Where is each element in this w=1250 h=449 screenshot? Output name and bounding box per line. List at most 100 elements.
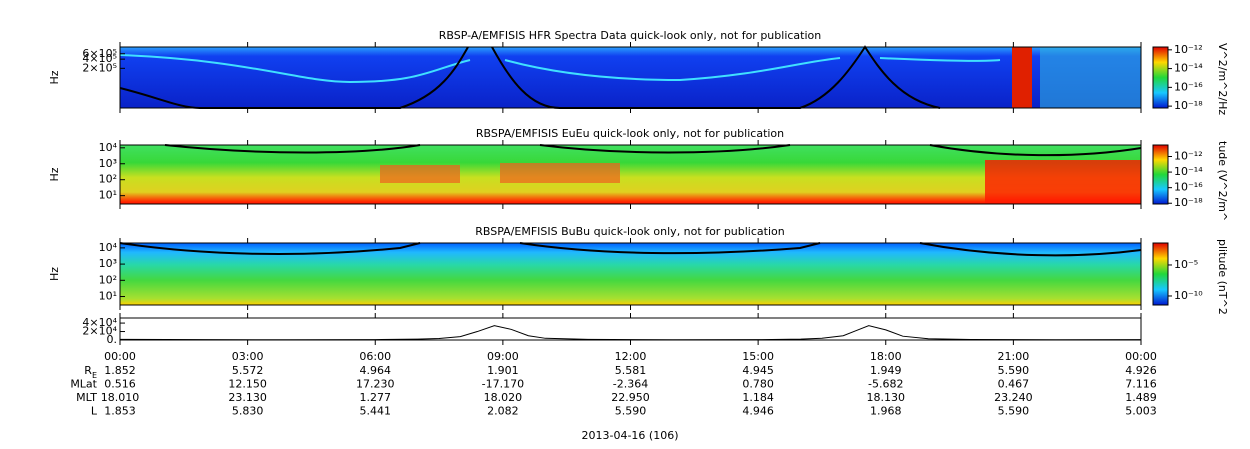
- ephemeris-value: 1.277: [360, 391, 392, 404]
- y-tick-label: 2×10⁴: [82, 325, 117, 338]
- ephemeris-value: 1.184: [742, 391, 774, 404]
- ephemeris-value: 4.946: [742, 405, 774, 418]
- x-tick-label: 18:00: [870, 350, 902, 363]
- x-axis-label: 2013-04-16 (106): [581, 429, 678, 442]
- x-tick-label: 06:00: [359, 350, 391, 363]
- spectrogram-feature: [119, 54, 1001, 84]
- ephemeris-value: 23.130: [228, 391, 267, 404]
- ephemeris-label-sub: E: [92, 371, 97, 380]
- x-tick-label: 00:00: [104, 350, 136, 363]
- spectrogram-feature: [500, 163, 620, 183]
- plasma-line: [119, 242, 1142, 257]
- y-tick-label: 10⁴: [99, 241, 118, 254]
- colorbar-label: tude (V^2/m^: [1216, 141, 1229, 221]
- y-axis-label: Hz: [48, 267, 61, 281]
- ephemeris-value: 22.950: [611, 391, 650, 404]
- ephemeris-value: 1.853: [104, 405, 136, 418]
- ephemeris-value: 1.852: [104, 364, 136, 377]
- panel-frame: [119, 317, 1142, 341]
- x-tick-label: 03:00: [232, 350, 264, 363]
- panel-title: RBSPA/EMFISIS BuBu quick-look only, not …: [475, 225, 785, 238]
- y-tick-label: 10³: [99, 257, 117, 270]
- colorbar-tick-label: 10⁻¹²: [1174, 150, 1203, 163]
- colorbar-tick-label: 10⁻¹⁰: [1174, 289, 1203, 302]
- orbit-line: [119, 325, 1142, 341]
- ephemeris-value: 7.116: [1125, 378, 1157, 391]
- spectrogram-image: [120, 47, 1141, 108]
- ephemeris-value: 0.467: [998, 378, 1030, 391]
- colorbar-label: plitude (nT^2: [1216, 239, 1229, 315]
- colorbar-frame: [1152, 242, 1169, 306]
- spectrogram-feature: [380, 165, 460, 183]
- ephemeris-value: 5.581: [615, 364, 647, 377]
- ephemeris-value: 18.130: [867, 391, 906, 404]
- ephemeris-value: 18.010: [101, 391, 140, 404]
- y-tick-label: 0.: [107, 333, 118, 346]
- colorbar: [1153, 47, 1168, 108]
- ephemeris-value: 17.230: [356, 378, 395, 391]
- x-tick-label: 09:00: [487, 350, 519, 363]
- y-tick-label: 4×10⁵: [82, 52, 117, 65]
- ephemeris-value: 1.901: [487, 364, 519, 377]
- ephemeris-value: 1.968: [870, 405, 902, 418]
- y-tick-label: 10¹: [99, 290, 117, 303]
- ephemeris-value: 5.572: [232, 364, 264, 377]
- x-tick-label: 21:00: [998, 350, 1030, 363]
- panel-title: RBSP-A/EMFISIS HFR Spectra Data quick-lo…: [439, 29, 822, 42]
- spectrogram-feature: [1040, 47, 1141, 108]
- ephemeris-value: -2.364: [613, 378, 648, 391]
- y-tick-label: 10¹: [99, 189, 117, 202]
- ephemeris-value: 5.590: [615, 405, 647, 418]
- ephemeris-label-text: MLat: [70, 378, 97, 391]
- colorbar-tick-label: 10⁻¹⁴: [1174, 62, 1203, 75]
- ephemeris-label: L: [91, 405, 98, 418]
- plasma-line: [164, 144, 1142, 157]
- y-tick-label: 10²: [99, 273, 117, 286]
- ephemeris-label-text: R: [84, 364, 92, 377]
- colorbar-tick-label: 10⁻¹⁸: [1174, 196, 1203, 209]
- colorbar-frame: [1152, 46, 1169, 109]
- ephemeris-label-text: MLT: [76, 391, 97, 404]
- ephemeris-value: 5.830: [232, 405, 264, 418]
- y-axis-label: Hz: [48, 70, 61, 84]
- colorbar-label: V^2/m^2/Hz: [1216, 43, 1229, 115]
- ephemeris-value: 5.441: [360, 405, 392, 418]
- ephemeris-value: 4.964: [360, 364, 392, 377]
- ephemeris-value: 0.516: [104, 378, 136, 391]
- colorbar-frame: [1152, 144, 1169, 205]
- colorbar-tick-label: 10⁻¹⁸: [1174, 99, 1203, 112]
- ephemeris-value: 5.590: [998, 364, 1030, 377]
- colorbar-tick-label: 10⁻¹²: [1174, 43, 1203, 56]
- ephemeris-value: 2.082: [487, 405, 519, 418]
- y-tick-label: 10³: [99, 157, 117, 170]
- x-tick-label: 15:00: [742, 350, 774, 363]
- y-tick-label: 4×10⁴: [82, 316, 117, 329]
- ephemeris-value: 18.020: [484, 391, 523, 404]
- colorbar-tick-label: 10⁻¹⁴: [1174, 165, 1203, 178]
- x-tick-label: 00:00: [1125, 350, 1157, 363]
- ephemeris-value: 4.926: [1125, 364, 1157, 377]
- y-tick-label: 2×10⁵: [82, 61, 117, 74]
- spectrogram-feature: [1012, 47, 1032, 108]
- ephemeris-label: RE: [84, 364, 97, 380]
- colorbar: [1153, 243, 1168, 305]
- ephemeris-label: MLT: [76, 391, 97, 404]
- ephemeris-value: 23.240: [994, 391, 1033, 404]
- colorbar: [1153, 145, 1168, 204]
- spectrogram-feature: [985, 160, 1141, 204]
- ephemeris-value: -17.170: [482, 378, 524, 391]
- y-tick-label: 10²: [99, 173, 117, 186]
- colorbar-tick-label: 10⁻⁵: [1174, 258, 1198, 271]
- ephemeris-value: 5.003: [1125, 405, 1157, 418]
- x-tick-label: 12:00: [615, 350, 647, 363]
- ephemeris-value: 4.945: [742, 364, 774, 377]
- ephemeris-label: MLat: [70, 378, 97, 391]
- y-axis-label: Hz: [48, 167, 61, 181]
- colorbar-tick-label: 10⁻¹⁶: [1174, 80, 1203, 93]
- y-tick-label: 6×10⁵: [82, 47, 117, 60]
- ephemeris-value: 0.780: [742, 378, 774, 391]
- panel-title: RBSPA/EMFISIS EuEu quick-look only, not …: [476, 127, 784, 140]
- colorbar-tick-label: 10⁻¹⁶: [1174, 181, 1203, 194]
- ephemeris-value: -5.682: [868, 378, 903, 391]
